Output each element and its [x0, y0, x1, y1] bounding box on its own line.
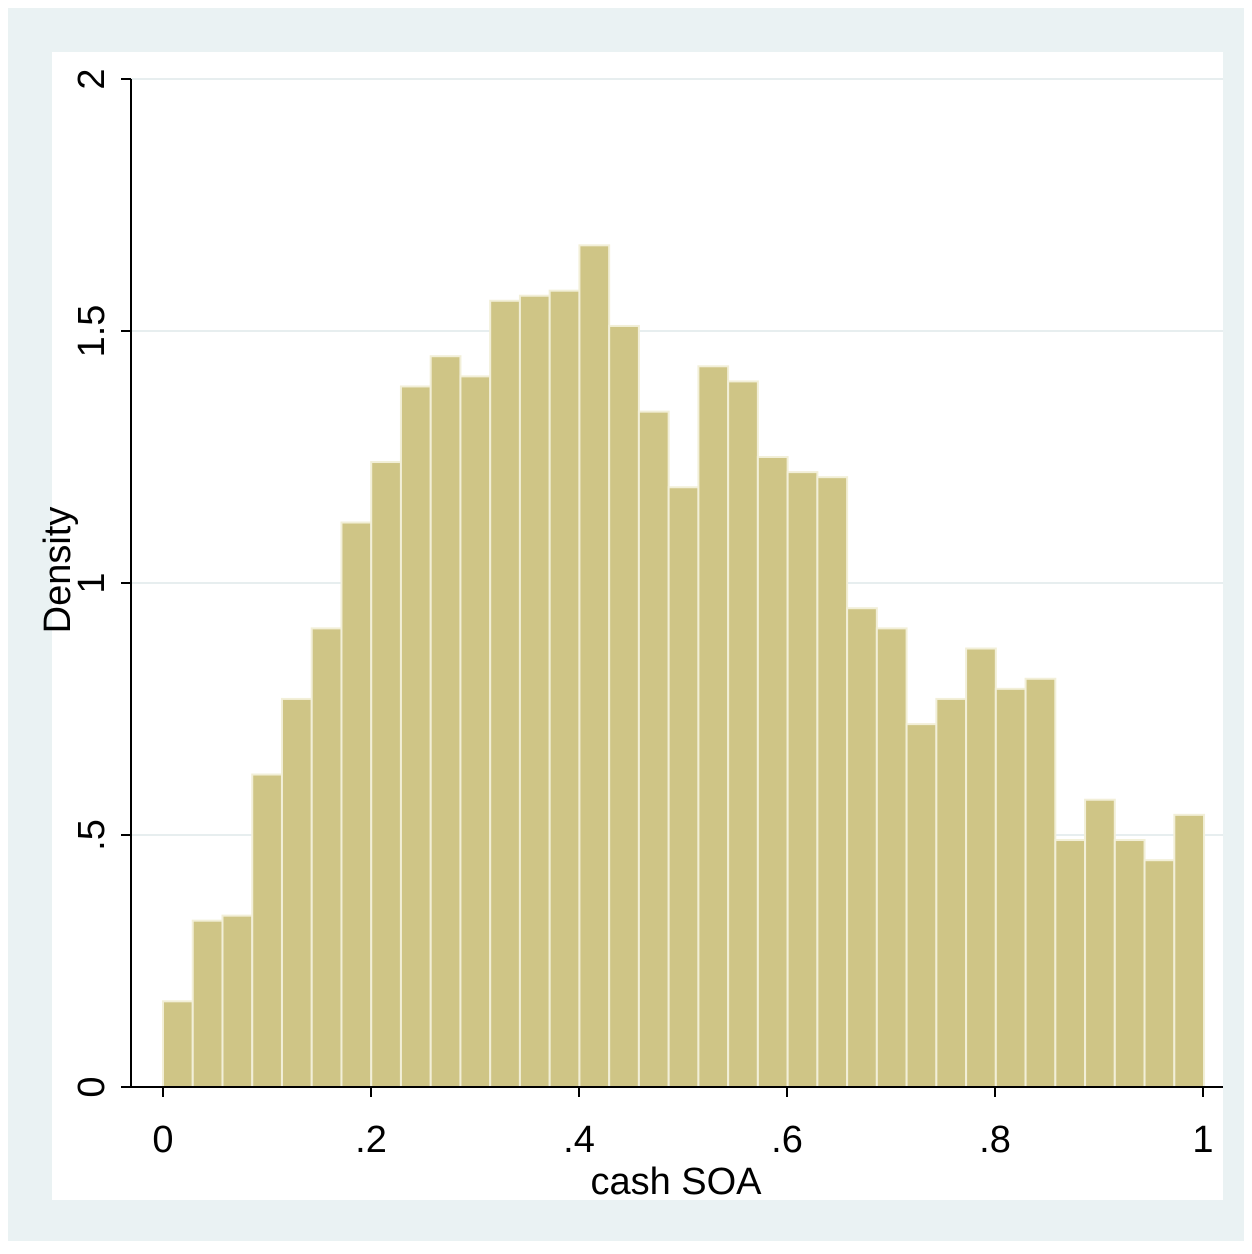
histogram-bar — [1173, 813, 1206, 1089]
histogram-bar — [965, 647, 997, 1089]
histogram-bar — [1143, 859, 1176, 1089]
histogram-bar — [370, 461, 402, 1089]
x-tick-label: .8 — [979, 1119, 1011, 1161]
histogram-bar — [221, 914, 254, 1089]
histogram-bar — [697, 365, 730, 1088]
histogram-bar — [756, 456, 789, 1088]
histogram-bar — [637, 410, 670, 1088]
histogram-bar — [846, 607, 878, 1088]
x-tick-label: 0 — [152, 1119, 173, 1161]
histogram-bars — [162, 244, 1206, 1089]
y-tick-label: 1 — [71, 572, 113, 593]
histogram-bar — [489, 299, 521, 1088]
y-tick-label: .5 — [71, 819, 113, 851]
histogram-bar — [459, 375, 492, 1088]
histogram-bar — [875, 627, 908, 1088]
x-tick-label: 1 — [1192, 1119, 1213, 1161]
histogram-bar — [162, 1000, 194, 1089]
histogram-bar — [905, 723, 938, 1088]
histogram-bar — [727, 380, 759, 1088]
histogram-bar — [251, 773, 283, 1089]
histogram-bar — [340, 521, 373, 1088]
histogram-bar — [429, 355, 462, 1088]
x-tick-label: .6 — [771, 1119, 803, 1161]
y-axis-ticks: 0 .5 1 1.5 2 — [71, 68, 131, 1098]
histogram-bar — [310, 627, 343, 1088]
y-axis-label: Density — [37, 507, 79, 634]
histogram-bar — [399, 385, 432, 1088]
histogram-bar — [667, 486, 700, 1088]
y-tick-label: 1.5 — [71, 305, 113, 358]
histogram-bar — [518, 294, 551, 1089]
histogram-bar — [935, 697, 968, 1088]
histogram-bar — [191, 919, 224, 1088]
histogram-bar — [1084, 798, 1116, 1088]
x-axis-label: cash SOA — [590, 1161, 762, 1203]
histogram-bar — [1054, 839, 1087, 1088]
x-tick-label: .4 — [563, 1119, 595, 1161]
histogram-bar — [1113, 839, 1146, 1088]
x-tick-label: .2 — [355, 1119, 387, 1161]
y-tick-label: 2 — [71, 68, 113, 89]
x-axis-ticks: 0 .2 .4 .6 .8 1 — [152, 1087, 1214, 1161]
histogram-bar — [280, 697, 313, 1088]
histogram-bar — [548, 289, 581, 1088]
histogram-bar — [994, 687, 1027, 1089]
histogram-bar — [1024, 677, 1057, 1088]
histogram-bar — [578, 244, 611, 1088]
histogram-bar — [608, 324, 640, 1088]
y-tick-label: 0 — [71, 1076, 113, 1097]
histogram-bar — [816, 476, 849, 1089]
histogram-bar — [786, 471, 819, 1088]
